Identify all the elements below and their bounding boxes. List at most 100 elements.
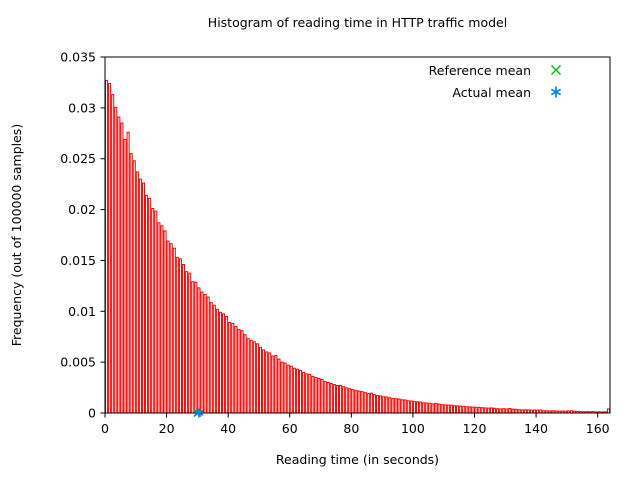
plot-border <box>104 56 611 414</box>
x-tick-label: 120 <box>463 421 487 436</box>
histogram-bar <box>117 116 121 414</box>
histogram-bar <box>160 225 164 414</box>
histogram-bar <box>443 404 447 414</box>
histogram-bar <box>262 349 266 414</box>
histogram-bar <box>271 355 275 414</box>
histogram-bar <box>329 383 333 414</box>
histogram-bar <box>277 358 281 414</box>
histogram-bar <box>197 287 201 414</box>
histogram-bar <box>114 106 118 414</box>
legend: Reference mean Actual mean <box>321 62 581 106</box>
histogram-bar <box>419 401 423 414</box>
histogram-bar <box>212 304 216 414</box>
histogram-bar <box>493 407 497 414</box>
histogram-bar <box>108 82 112 414</box>
histogram-bar <box>234 326 238 414</box>
histogram-bar <box>274 355 278 414</box>
histogram-bar <box>255 343 259 414</box>
histogram-bar <box>394 398 398 414</box>
histogram-bar <box>182 264 186 414</box>
histogram-bar <box>474 406 478 414</box>
histogram-bar <box>311 375 315 414</box>
histogram-bar <box>292 367 296 414</box>
histogram-bar <box>477 406 481 414</box>
histogram-bar <box>406 400 410 414</box>
histogram-bar <box>431 403 435 414</box>
histogram-bar <box>305 373 309 414</box>
histogram-bar <box>385 396 389 414</box>
histogram-bar <box>240 330 244 414</box>
histogram-bar <box>231 322 235 414</box>
actual-mean-marker <box>194 408 204 418</box>
histogram-bar <box>222 313 226 414</box>
histogram-bar <box>508 408 512 414</box>
histogram-bar <box>412 401 416 414</box>
histogram-bar <box>391 398 395 414</box>
x-tick-label: 40 <box>220 421 236 436</box>
histogram-bar <box>505 408 509 414</box>
histogram-bar <box>428 402 432 414</box>
histogram-bar <box>323 380 327 414</box>
histogram-bar <box>286 364 290 414</box>
histogram-bar <box>462 405 466 414</box>
histogram-bar <box>151 208 155 414</box>
histogram-bar <box>132 160 136 414</box>
histogram-bar <box>434 402 438 414</box>
histogram-bar <box>225 315 229 414</box>
x-tick-label: 140 <box>524 421 548 436</box>
legend-item-reference-mean: Reference mean <box>321 62 581 84</box>
histogram-bar <box>471 406 475 414</box>
histogram-bar <box>452 405 457 414</box>
histogram-bar <box>172 247 176 414</box>
y-tick-label: 0 <box>88 406 96 421</box>
histogram-bar <box>345 387 349 414</box>
histogram-bar <box>409 400 413 414</box>
histogram-bar <box>372 394 376 414</box>
histogram-bar <box>440 404 444 414</box>
histogram-bar <box>388 397 392 414</box>
x-tick-label: 160 <box>586 421 610 436</box>
histogram-bar <box>215 308 219 414</box>
histogram-bar <box>191 281 195 414</box>
histogram-bar <box>425 402 429 414</box>
y-tick-label: 0.01 <box>68 304 96 319</box>
asterisk-marker-icon <box>550 86 562 98</box>
y-tick-label: 0.03 <box>68 100 96 115</box>
histogram-bar <box>348 388 352 414</box>
histogram-bar <box>203 294 207 414</box>
histogram-bar <box>141 182 146 414</box>
histogram-bar <box>363 392 367 414</box>
x-tick-label: 60 <box>282 421 298 436</box>
y-axis-ticks <box>100 56 105 414</box>
histogram-bar <box>169 243 173 414</box>
legend-item-actual-mean: Actual mean <box>321 84 581 106</box>
histogram-bar <box>416 401 420 414</box>
histogram-bar <box>360 391 364 414</box>
histogram-bar <box>351 389 355 414</box>
histogram-bar <box>175 256 179 414</box>
histogram-bar <box>314 376 318 414</box>
histogram-bar <box>483 407 487 414</box>
histogram-bar <box>148 197 152 414</box>
histogram-bar <box>459 405 463 414</box>
y-tick-label: 0.005 <box>60 355 96 370</box>
histogram-bar <box>366 393 370 414</box>
histogram-bar <box>400 399 404 414</box>
histogram-bar <box>283 362 287 414</box>
histogram-bar <box>468 406 472 414</box>
histogram-bar <box>499 408 503 414</box>
histogram-bar <box>480 407 484 414</box>
histogram-bar <box>265 351 269 414</box>
x-axis-tick-labels: 0 20 40 60 80 100 120 140 160 <box>101 421 610 436</box>
histogram-bar <box>449 404 453 414</box>
histogram-bar <box>129 153 133 414</box>
x-axis-ticks <box>104 413 599 418</box>
histogram-bar <box>302 371 306 414</box>
histogram-bar <box>320 378 324 414</box>
x-tick-label: 100 <box>401 421 425 436</box>
histogram-bar <box>295 368 299 414</box>
histogram-bar <box>606 408 610 414</box>
histogram-bar <box>332 384 336 414</box>
